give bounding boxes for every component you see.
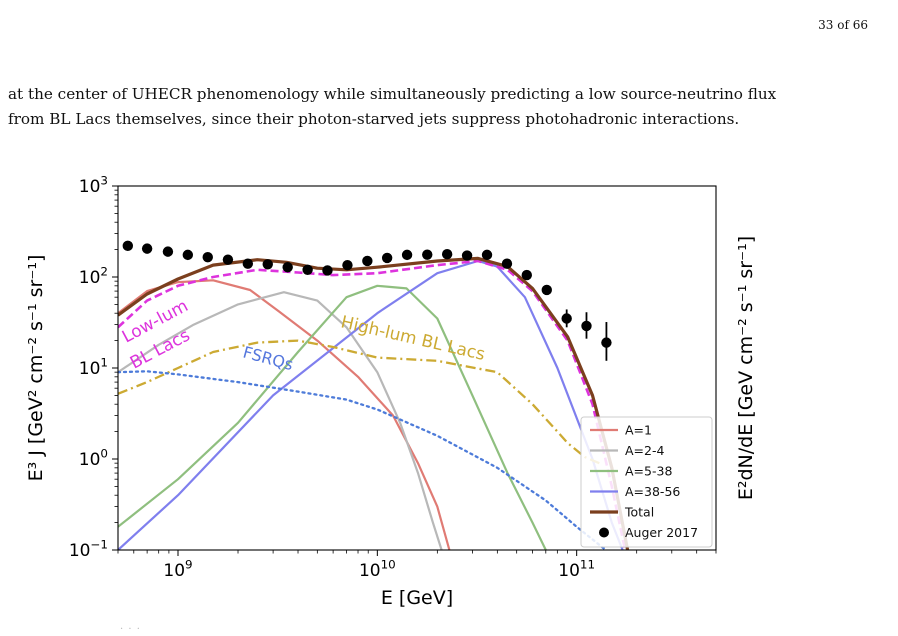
legend-label: A=5-38: [625, 464, 672, 479]
legend-label: A=1: [625, 423, 652, 438]
data-point: [242, 258, 254, 269]
series-fsrqs: [118, 370, 607, 550]
series-a-38-56: [118, 259, 624, 550]
legend-label: Total: [624, 505, 654, 520]
page-fragment: · · ·: [120, 624, 141, 635]
data-point: [541, 284, 552, 296]
data-point: [601, 337, 612, 348]
y-axis-label-left: E³ J [GeV² cm⁻² s⁻¹ sr⁻¹]: [25, 255, 47, 482]
y-tick-label: 102: [79, 264, 108, 288]
series-total: [118, 256, 630, 550]
data-point: [342, 259, 353, 271]
data-point: [122, 240, 134, 252]
data-point: [401, 249, 413, 261]
data-point: [182, 249, 194, 261]
data-point: [282, 262, 293, 273]
y-tick-label: 101: [79, 355, 108, 379]
data-point: [302, 264, 313, 275]
body-paragraph: at the center of UHECR phenomenology whi…: [8, 82, 888, 132]
y-tick-label: 103: [79, 173, 108, 197]
data-point: [581, 320, 592, 332]
x-tick-label: 1010: [359, 557, 396, 581]
annotation-label: FSRQs: [241, 343, 295, 375]
data-point: [322, 265, 333, 276]
spectrum-chart: 109 1010 1011 10−1 100 101 102 103 E [GeV] E³ J […: [25, 173, 757, 609]
x-axis-label: E [GeV]: [381, 587, 453, 609]
series-a-1: [118, 279, 451, 550]
data-point: [501, 258, 513, 269]
annotation-label: High-lum BL Lacs: [339, 312, 487, 365]
data-point: [362, 255, 373, 267]
page-number: 33 of 66: [818, 18, 868, 32]
data-point: [461, 250, 473, 261]
data-point: [262, 259, 273, 270]
data-point: [141, 243, 153, 254]
y-tick-label: 100: [79, 446, 108, 470]
data-point: [521, 269, 532, 281]
data-point: [202, 252, 213, 263]
series-low-lum-bl-lacs: [118, 259, 627, 550]
series-high-lum-bl-lacs: [118, 339, 600, 465]
legend-label: Auger 2017: [625, 525, 698, 540]
data-point: [222, 254, 234, 265]
paragraph-line: from BL Lacs themselves, since their pho…: [8, 110, 740, 128]
data-point: [162, 246, 174, 257]
x-tick-label: 1011: [558, 557, 595, 581]
legend-label: A=2-4: [625, 443, 664, 458]
data-point: [441, 249, 453, 260]
data-point: [481, 249, 493, 261]
legend-label: A=38-56: [625, 484, 680, 499]
data-point: [561, 313, 572, 324]
y-tick-label: 10−1: [69, 537, 108, 561]
data-point: [422, 249, 433, 260]
data-point: [381, 252, 393, 264]
x-tick-label: 109: [163, 557, 192, 581]
series-a-5-38: [118, 284, 547, 550]
y-axis-label-right: E²dN/dE [GeV cm⁻² s⁻¹ sr⁻¹]: [735, 236, 757, 500]
legend-marker: [599, 527, 609, 538]
paragraph-line: at the center of UHECR phenomenology whi…: [8, 85, 777, 103]
